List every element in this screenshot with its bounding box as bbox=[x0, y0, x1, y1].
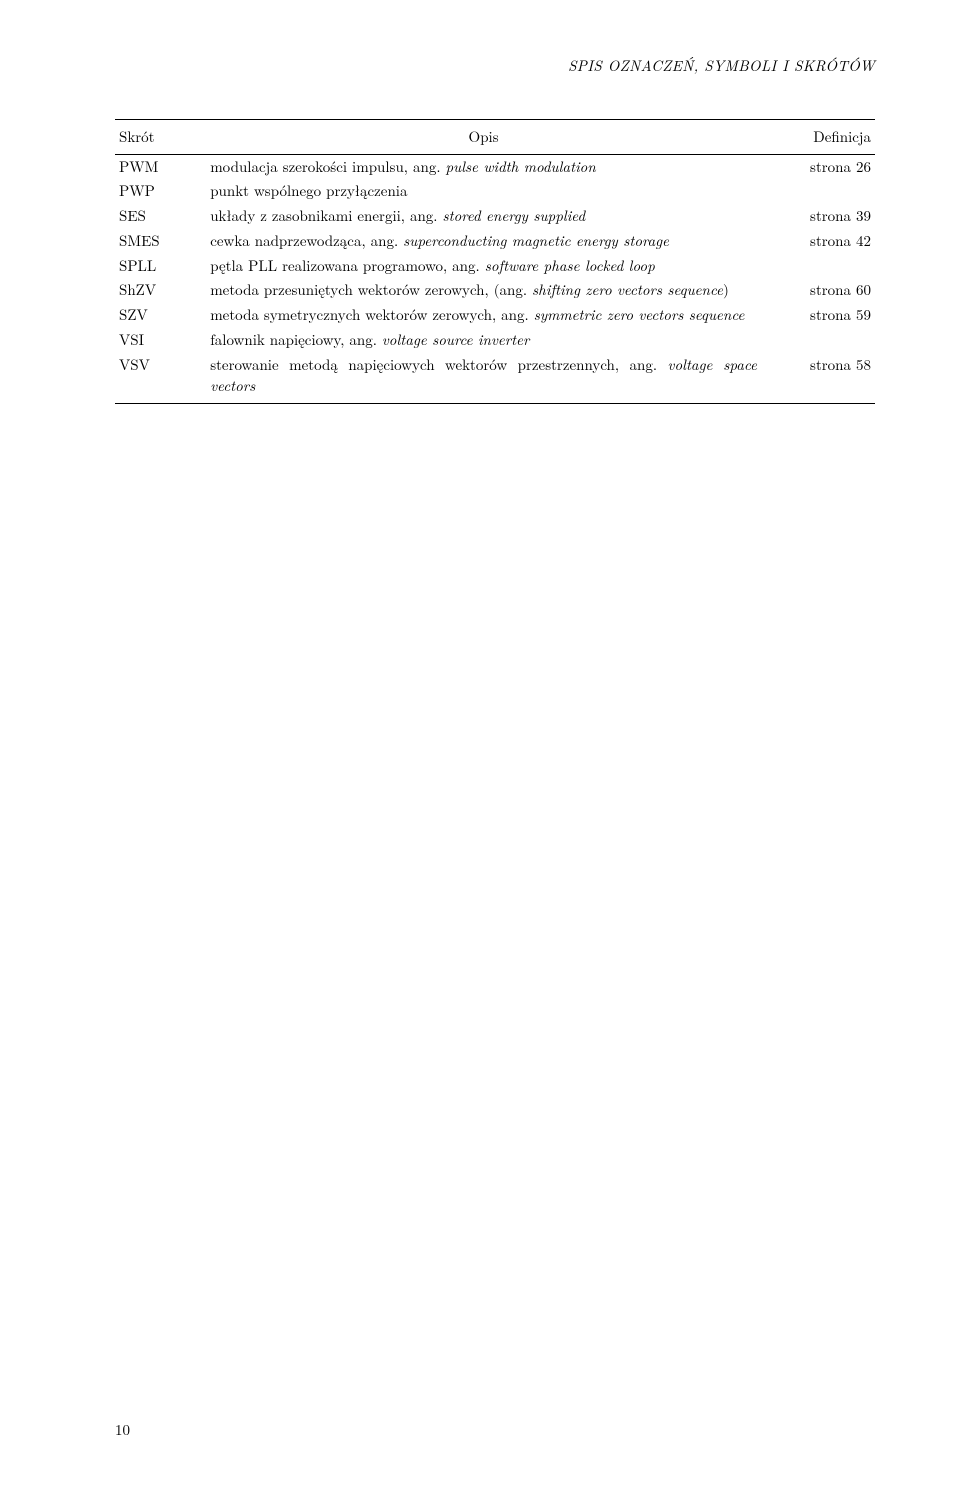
cell-desc: pętla PLL realizowana programowo, ang. s… bbox=[206, 254, 761, 279]
table-row: VSV sterowanie metodą napięciowych wekto… bbox=[115, 353, 875, 404]
cell-desc: układy z zasobnikami energii, ang. store… bbox=[206, 204, 761, 229]
cell-abbr: ShZV bbox=[115, 278, 206, 303]
cell-def: strona 26 bbox=[761, 154, 875, 179]
cell-abbr: SES bbox=[115, 204, 206, 229]
cell-desc: metoda przesuniętych wektorów zerowych, … bbox=[206, 278, 761, 303]
table-row: SZV metoda symetrycznych wektorów zerowy… bbox=[115, 303, 875, 328]
cell-desc: falownik napięciowy, ang. voltage source… bbox=[206, 328, 761, 353]
page-number: 10 bbox=[115, 1419, 130, 1441]
cell-abbr: PWM bbox=[115, 154, 206, 179]
col-def-header: Definicja bbox=[761, 119, 875, 154]
table-row: VSI falownik napięciowy, ang. voltage so… bbox=[115, 328, 875, 353]
cell-def: strona 59 bbox=[761, 303, 875, 328]
table-row: ShZV metoda przesuniętych wektorów zerow… bbox=[115, 278, 875, 303]
abbreviations-table: Skrót Opis Definicja PWM modulacja szero… bbox=[115, 119, 875, 404]
cell-desc: sterowanie metodą napięciowych wektorów … bbox=[206, 353, 761, 404]
cell-desc: cewka nadprzewodząca, ang. superconducti… bbox=[206, 229, 761, 254]
table-row: SES układy z zasobnikami energii, ang. s… bbox=[115, 204, 875, 229]
col-desc-header: Opis bbox=[206, 119, 761, 154]
table-row: SPLL pętla PLL realizowana programowo, a… bbox=[115, 254, 875, 279]
running-head: SPIS OZNACZEŃ, SYMBOLI I SKRÓTÓW bbox=[115, 55, 875, 77]
cell-desc: punkt wspólnego przyłączenia bbox=[206, 179, 761, 204]
cell-def: strona 39 bbox=[761, 204, 875, 229]
cell-abbr: VSV bbox=[115, 353, 206, 404]
cell-desc: metoda symetrycznych wektorów zerowych, … bbox=[206, 303, 761, 328]
cell-abbr: VSI bbox=[115, 328, 206, 353]
cell-abbr: PWP bbox=[115, 179, 206, 204]
cell-def bbox=[761, 179, 875, 204]
col-abbr-header: Skrót bbox=[115, 119, 206, 154]
cell-desc: modulacja szerokości impulsu, ang. pulse… bbox=[206, 154, 761, 179]
cell-def bbox=[761, 254, 875, 279]
cell-def: strona 58 bbox=[761, 353, 875, 404]
table-row: PWP punkt wspólnego przyłączenia bbox=[115, 179, 875, 204]
cell-abbr: SMES bbox=[115, 229, 206, 254]
cell-def: strona 60 bbox=[761, 278, 875, 303]
table-header-row: Skrót Opis Definicja bbox=[115, 119, 875, 154]
page: SPIS OZNACZEŃ, SYMBOLI I SKRÓTÓW Skrót O… bbox=[0, 0, 960, 404]
cell-abbr: SPLL bbox=[115, 254, 206, 279]
table-row: SMES cewka nadprzewodząca, ang. supercon… bbox=[115, 229, 875, 254]
cell-abbr: SZV bbox=[115, 303, 206, 328]
cell-def: strona 42 bbox=[761, 229, 875, 254]
cell-def bbox=[761, 328, 875, 353]
table-row: PWM modulacja szerokości impulsu, ang. p… bbox=[115, 154, 875, 179]
